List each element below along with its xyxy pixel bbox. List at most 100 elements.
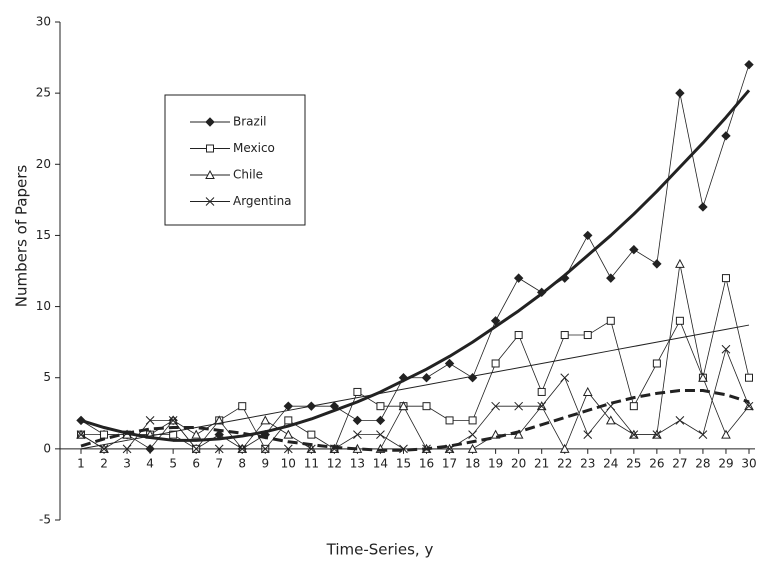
x-tick-label: 25 [626,456,641,470]
trend-line [80,324,750,450]
marker [467,373,478,383]
x-tick-label: 7 [215,456,223,470]
marker [745,373,753,382]
x-tick-label: 23 [580,456,595,470]
x-tick-label: 2 [100,456,108,470]
marker [629,402,638,411]
x-tick-label: 12 [327,456,342,470]
y-tick-label: -5 [39,513,51,527]
marker [721,429,731,439]
marker [468,430,477,439]
marker [467,443,478,453]
y-tick-label: 25 [36,86,51,100]
x-tick-label: 15 [396,456,411,470]
marker [169,430,178,439]
marker [605,415,616,425]
marker [698,372,708,382]
marker [721,274,730,283]
marker [100,430,109,439]
y-tick-label: 15 [36,228,51,242]
marker [675,416,685,425]
marker [698,202,708,212]
marker [537,401,547,411]
x-tick-label: 10 [281,456,296,470]
x-tick-label: 4 [146,456,154,470]
x-tick-label: 22 [557,456,572,470]
legend-marker [205,197,215,206]
marker [376,430,385,439]
marker [513,429,524,439]
marker [422,402,431,411]
x-tick-label: 28 [695,456,710,470]
marker [214,444,224,454]
x-tick-label: 21 [534,456,549,470]
series-line [81,278,750,450]
x-tick-label: 9 [261,456,269,470]
marker [191,429,202,439]
marker [698,430,708,439]
x-tick-label: 3 [123,456,131,470]
marker [260,415,271,425]
marker [675,258,685,268]
marker [583,331,592,340]
marker [99,444,109,454]
marker [491,359,500,368]
x-tick-label: 6 [192,456,200,470]
marker [514,331,523,340]
legend-box [164,94,306,226]
y-tick-label: 30 [36,15,51,29]
marker [537,387,546,396]
marker [283,444,293,454]
marker [353,387,362,396]
marker [606,316,615,325]
marker [168,416,178,425]
marker [744,59,754,70]
marker [629,430,639,439]
x-tick-label: 13 [350,456,365,470]
marker [306,444,316,454]
marker [237,444,247,454]
x-tick-label: 1 [77,456,85,470]
y-tick-label: 20 [36,157,51,171]
marker [191,444,201,454]
series-line [80,348,750,450]
marker [283,429,294,439]
x-tick-label: 19 [488,456,503,470]
marker [721,344,731,354]
marker [307,430,316,439]
marker [675,316,684,325]
marker [721,131,731,141]
marker [398,401,409,411]
marker [560,373,570,383]
marker [214,415,225,425]
x-tick-label: 11 [304,456,319,470]
x-tick-label: 16 [419,456,434,470]
marker [629,244,639,255]
marker [675,88,685,98]
legend-marker [206,144,214,153]
x-tick-label: 8 [238,456,246,470]
legend-marker [205,117,215,127]
x-tick-label: 14 [373,456,388,470]
marker [583,230,593,241]
marker [122,444,132,454]
marker [76,430,86,439]
x-axis-title: Time-Series, y [326,541,434,559]
series-line [80,263,750,450]
marker [352,415,363,426]
marker [353,430,362,439]
marker [468,416,477,425]
marker [559,443,570,453]
marker [445,416,454,425]
trend-line [80,89,751,442]
x-tick-label: 27 [672,456,687,470]
marker [145,416,155,425]
marker [421,373,432,383]
x-tick-label: 5 [169,456,177,470]
x-tick-label: 29 [718,456,733,470]
y-tick-label: 10 [36,299,51,313]
marker [513,273,524,283]
marker [283,401,294,411]
legend-text: Argentina [233,194,292,208]
